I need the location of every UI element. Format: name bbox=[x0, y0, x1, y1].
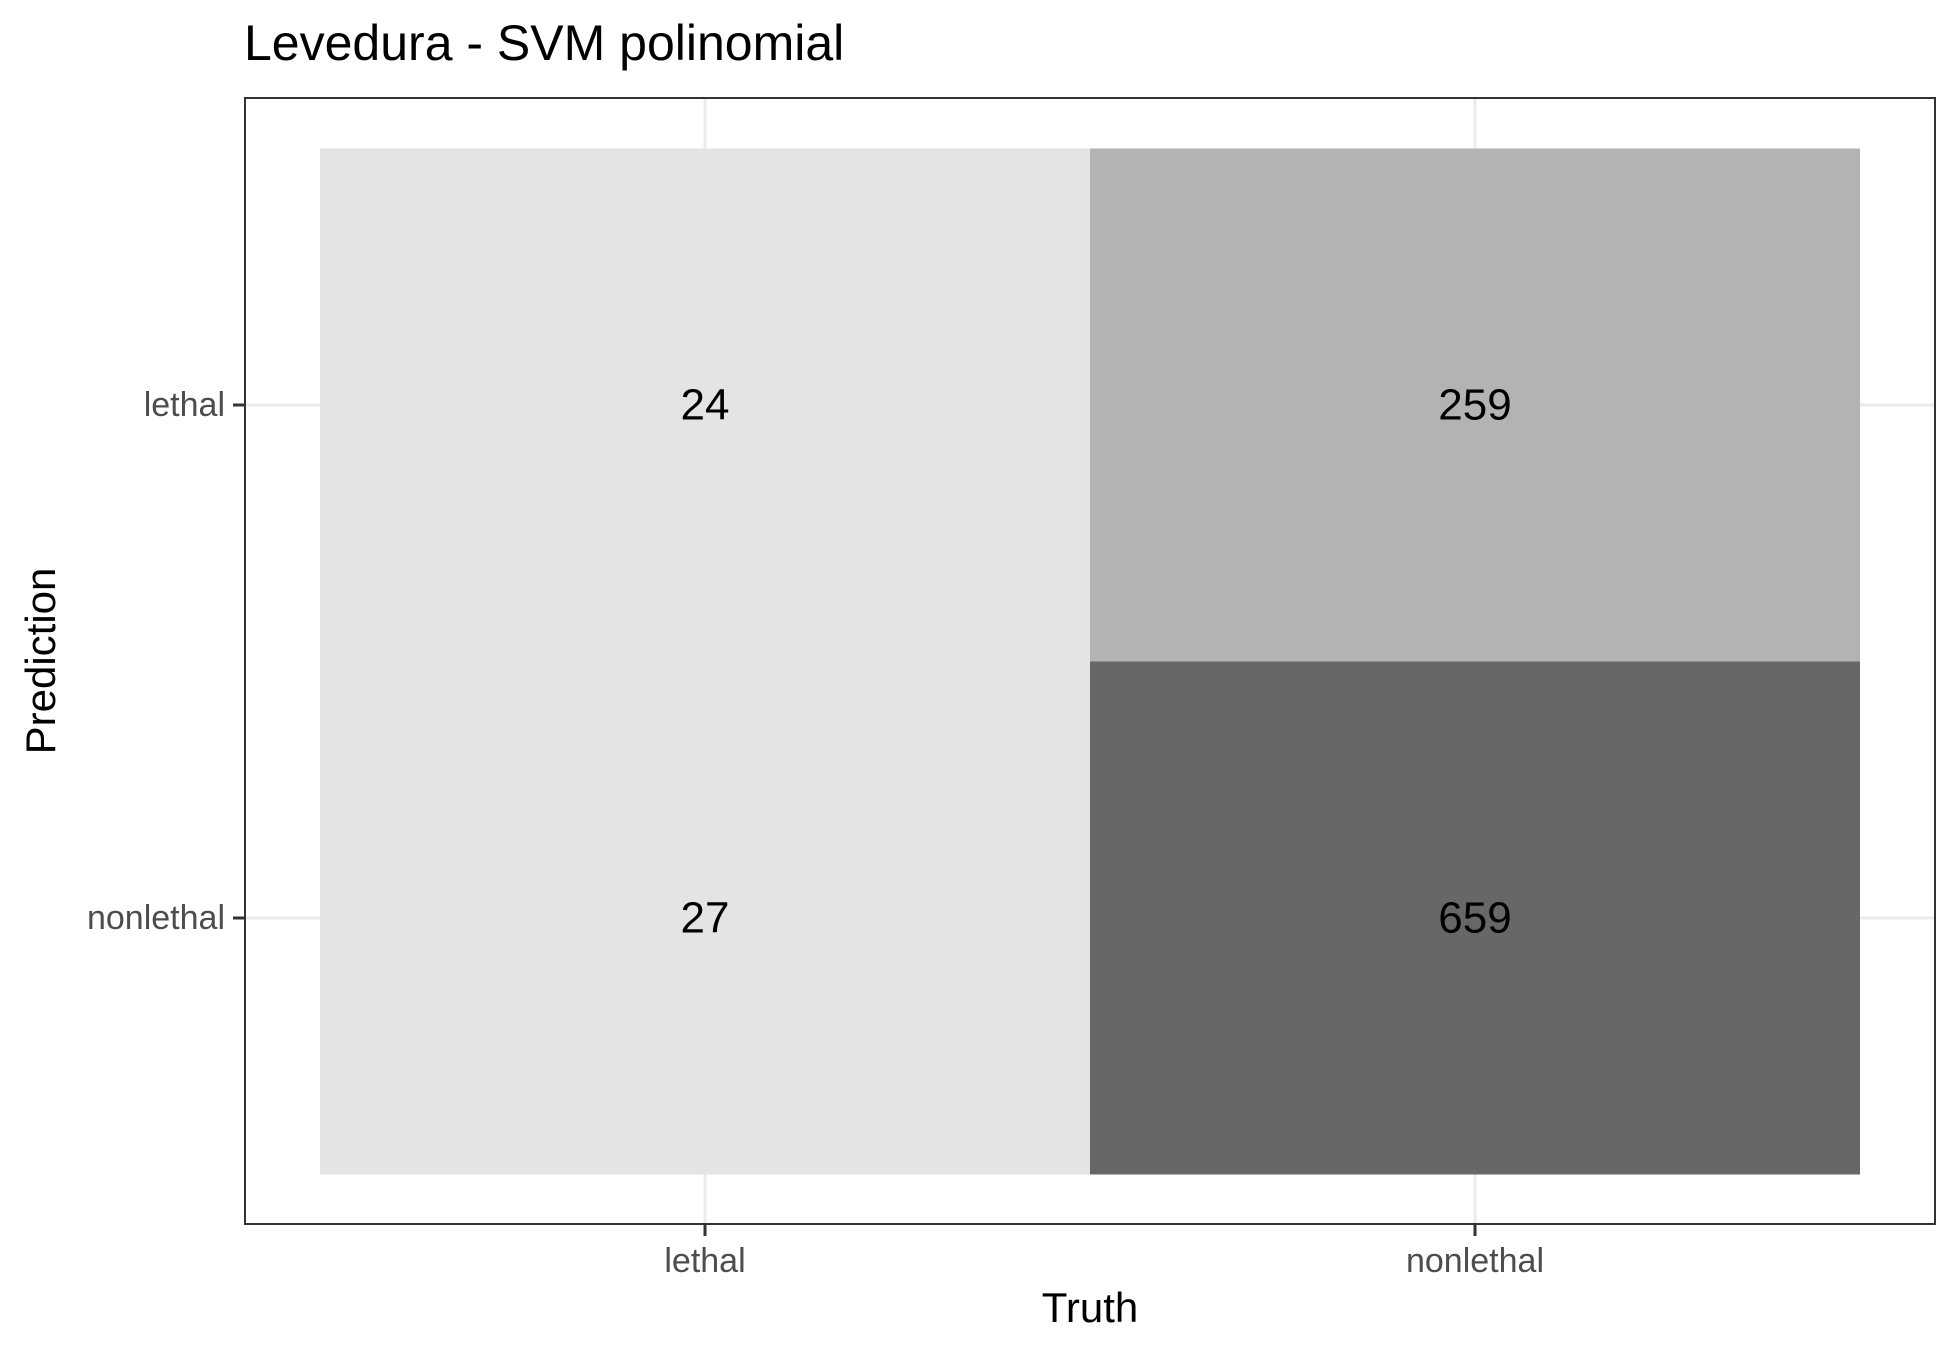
cell-lethal-lethal bbox=[320, 148, 1090, 662]
cell-nonlethal-nonlethal bbox=[1090, 661, 1860, 1175]
cell-lethal-nonlethal bbox=[1090, 148, 1860, 662]
cell-value-lethal-lethal: 24 bbox=[681, 381, 730, 430]
matrix-cells bbox=[320, 148, 1860, 1175]
y-axis-title: Prediction bbox=[17, 568, 64, 755]
cell-value-nonlethal-nonlethal: 659 bbox=[1438, 894, 1511, 943]
x-tick-label-lethal: lethal bbox=[664, 1242, 745, 1280]
chart-title: Levedura - SVM polinomial bbox=[244, 15, 845, 71]
axis-ticks: lethal nonlethal lethal nonlethal bbox=[87, 386, 1544, 1280]
x-tick-label-nonlethal: nonlethal bbox=[1406, 1242, 1544, 1280]
cell-value-lethal-nonlethal: 259 bbox=[1438, 381, 1511, 430]
panel-border bbox=[244, 97, 1936, 1225]
y-tick-label-lethal: lethal bbox=[144, 386, 225, 424]
cell-value-labels: 24 259 27 659 bbox=[681, 381, 1512, 943]
y-tick-label-nonlethal: nonlethal bbox=[87, 899, 225, 937]
cell-nonlethal-lethal bbox=[320, 661, 1090, 1175]
x-axis-title: Truth bbox=[1042, 1284, 1138, 1331]
cell-value-nonlethal-lethal: 27 bbox=[681, 894, 730, 943]
